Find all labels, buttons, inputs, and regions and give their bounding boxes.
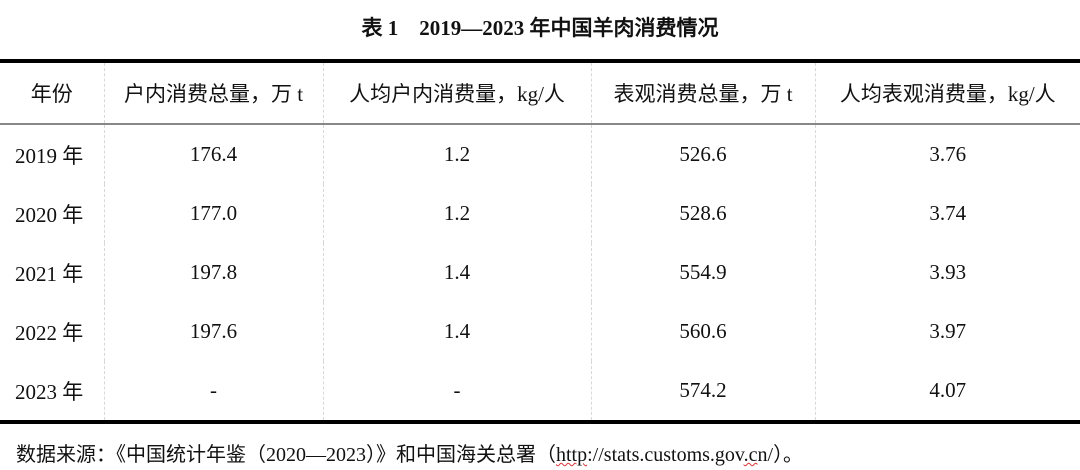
- cell-household-total: 176.4: [103, 124, 323, 184]
- cell-household-total: 197.6: [103, 302, 323, 361]
- cell-year: 2021 年: [15, 261, 84, 286]
- header-household-per-capita: 人均户内消费量，kg/人: [322, 61, 591, 125]
- cell-household-total: 197.8: [103, 243, 323, 302]
- cell-apparent-per-capita: 3.76: [814, 124, 1080, 184]
- table-row: 2021 年 197.8 1.4 554.9 3.93: [0, 243, 1080, 302]
- header-apparent-per-capita: 人均表观消费量，kg/人: [814, 61, 1080, 125]
- cell-apparent-total: 526.6: [590, 124, 815, 184]
- cell-household-per-capita: 1.2: [322, 184, 591, 243]
- cell-apparent-per-capita: 3.74: [814, 184, 1080, 243]
- table-row: 2022 年 197.6 1.4 560.6 3.97: [0, 302, 1080, 361]
- cell-apparent-total: 574.2: [590, 361, 815, 422]
- header-household-total: 户内消费总量，万 t: [103, 61, 323, 125]
- cell-household-per-capita: 1.4: [322, 302, 591, 361]
- header-apparent-total: 表观消费总量，万 t: [590, 61, 815, 125]
- header-year: 年份: [0, 61, 104, 125]
- cell-household-total: -: [103, 361, 323, 422]
- table-title: 表 1 2019—2023 年中国羊肉消费情况: [361, 16, 719, 40]
- cell-apparent-per-capita: 3.97: [814, 302, 1080, 361]
- cell-year: 2020 年: [15, 202, 84, 227]
- header-row: 年份 户内消费总量，万 t 人均户内消费量，kg/人 表观消费总量，万 t 人均…: [0, 61, 1080, 125]
- cell-year: 2022 年: [15, 320, 84, 345]
- cell-year: 2019 年: [15, 143, 84, 168]
- cell-household-per-capita: 1.2: [322, 124, 591, 184]
- cell-apparent-total: 528.6: [590, 184, 815, 243]
- table-row: 2023 年 - -574.2 4.07: [0, 361, 1080, 422]
- cell-household-per-capita: -: [322, 361, 591, 422]
- source-url: http://stats.customs.gov.cn/: [556, 444, 774, 466]
- cell-year: 2023 年: [15, 379, 84, 404]
- source-note: 数据来源：《中国统计年鉴（2020—2023）》和中国海关总署（http://s…: [16, 438, 803, 467]
- cell-apparent-per-capita: 3.93: [814, 243, 1080, 302]
- cell-apparent-per-capita: 4.07: [814, 361, 1080, 422]
- table-row: 2020 年 177.0 1.2 528.6 3.74: [0, 184, 1080, 243]
- cell-household-per-capita: 1.4: [322, 243, 591, 302]
- cell-apparent-total: 560.6: [590, 302, 815, 361]
- cell-apparent-total: 554.9: [590, 243, 815, 302]
- consumption-table: 年份 户内消费总量，万 t 人均户内消费量，kg/人 表观消费总量，万 t 人均…: [0, 59, 1080, 424]
- table-row: 2019 年 176.4 1.2 526.6 3.76: [0, 124, 1080, 184]
- source-note-suffix: ）。: [773, 444, 804, 466]
- source-note-prefix: 数据来源：《中国统计年鉴（2020—2023）》和中国海关总署（: [16, 444, 556, 466]
- cell-household-total: 177.0: [103, 184, 323, 243]
